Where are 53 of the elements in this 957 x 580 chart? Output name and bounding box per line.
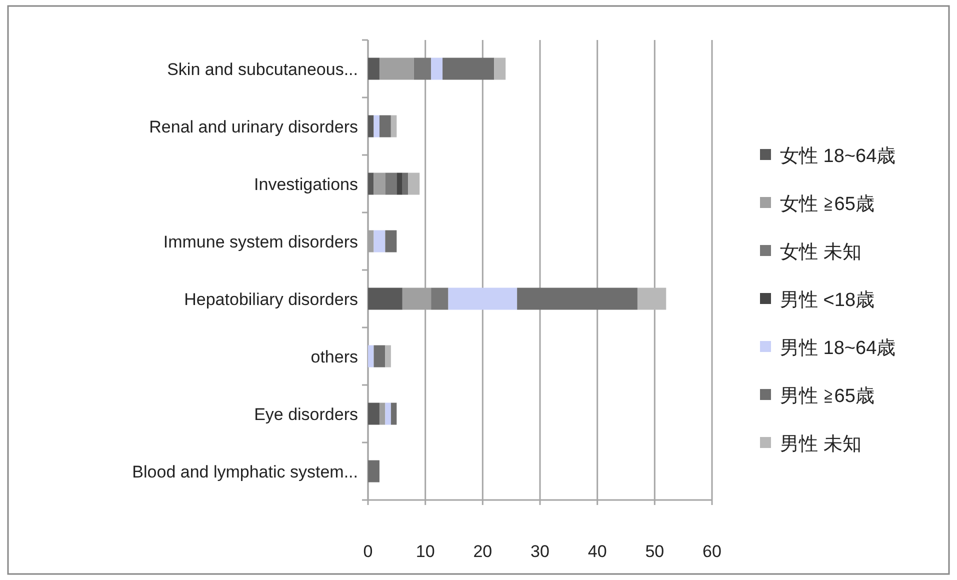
bar [517,288,638,310]
bar [385,172,397,195]
bar [390,115,397,138]
y-tick-label: Renal and urinary disorders [149,117,358,136]
legend-label: 男性 ≧65歳 [780,386,874,407]
y-tick-label: Investigations [254,174,358,194]
x-tick-label: 60 [702,542,722,561]
bar [408,172,420,195]
x-tick-label: 30 [530,542,550,561]
legend-label: 女性 未知 [780,242,862,263]
legend-label: 男性 18~64歳 [780,338,896,359]
bar [374,230,386,252]
bar [374,115,380,138]
legend-label: 女性 18~64歳 [780,146,896,167]
y-tick-label: Eye disorders [254,404,358,424]
bar [368,115,374,138]
bar [385,230,397,252]
legend-label: 女性 ≧65歳 [780,194,874,215]
bar [402,172,408,195]
x-tick-label: 10 [416,542,435,561]
x-tick-label: 20 [473,542,492,561]
bar [414,58,432,80]
bar [368,58,380,80]
bar [385,345,391,368]
x-tick-label: 0 [363,542,373,561]
bar [494,58,506,80]
bar [379,402,386,425]
y-tick-label: others [310,347,358,366]
bar [374,172,386,195]
x-tick-label: 50 [645,542,664,561]
x-tick-label: 40 [588,542,607,561]
bar [390,402,397,425]
bar [448,288,518,310]
bar [431,288,448,310]
y-tick-label: Skin and subcutaneous... [167,60,358,79]
legend-label: 男性 未知 [780,434,862,455]
bar [431,58,443,80]
bar [368,288,402,310]
bar [368,172,374,195]
y-tick-label: Immune system disorders [163,232,358,252]
bar [442,58,494,80]
bar [396,172,402,195]
bar [379,58,414,80]
bar [368,460,380,482]
bar [374,345,386,368]
bar [637,288,666,310]
bar [368,345,374,368]
bar [368,402,380,425]
y-tick-label: Blood and lymphatic system... [132,462,358,482]
bar [379,115,391,138]
y-tick-label: Hepatobiliary disorders [184,290,358,309]
legend-label: 男性 <18歳 [780,290,875,311]
bar [385,402,391,425]
